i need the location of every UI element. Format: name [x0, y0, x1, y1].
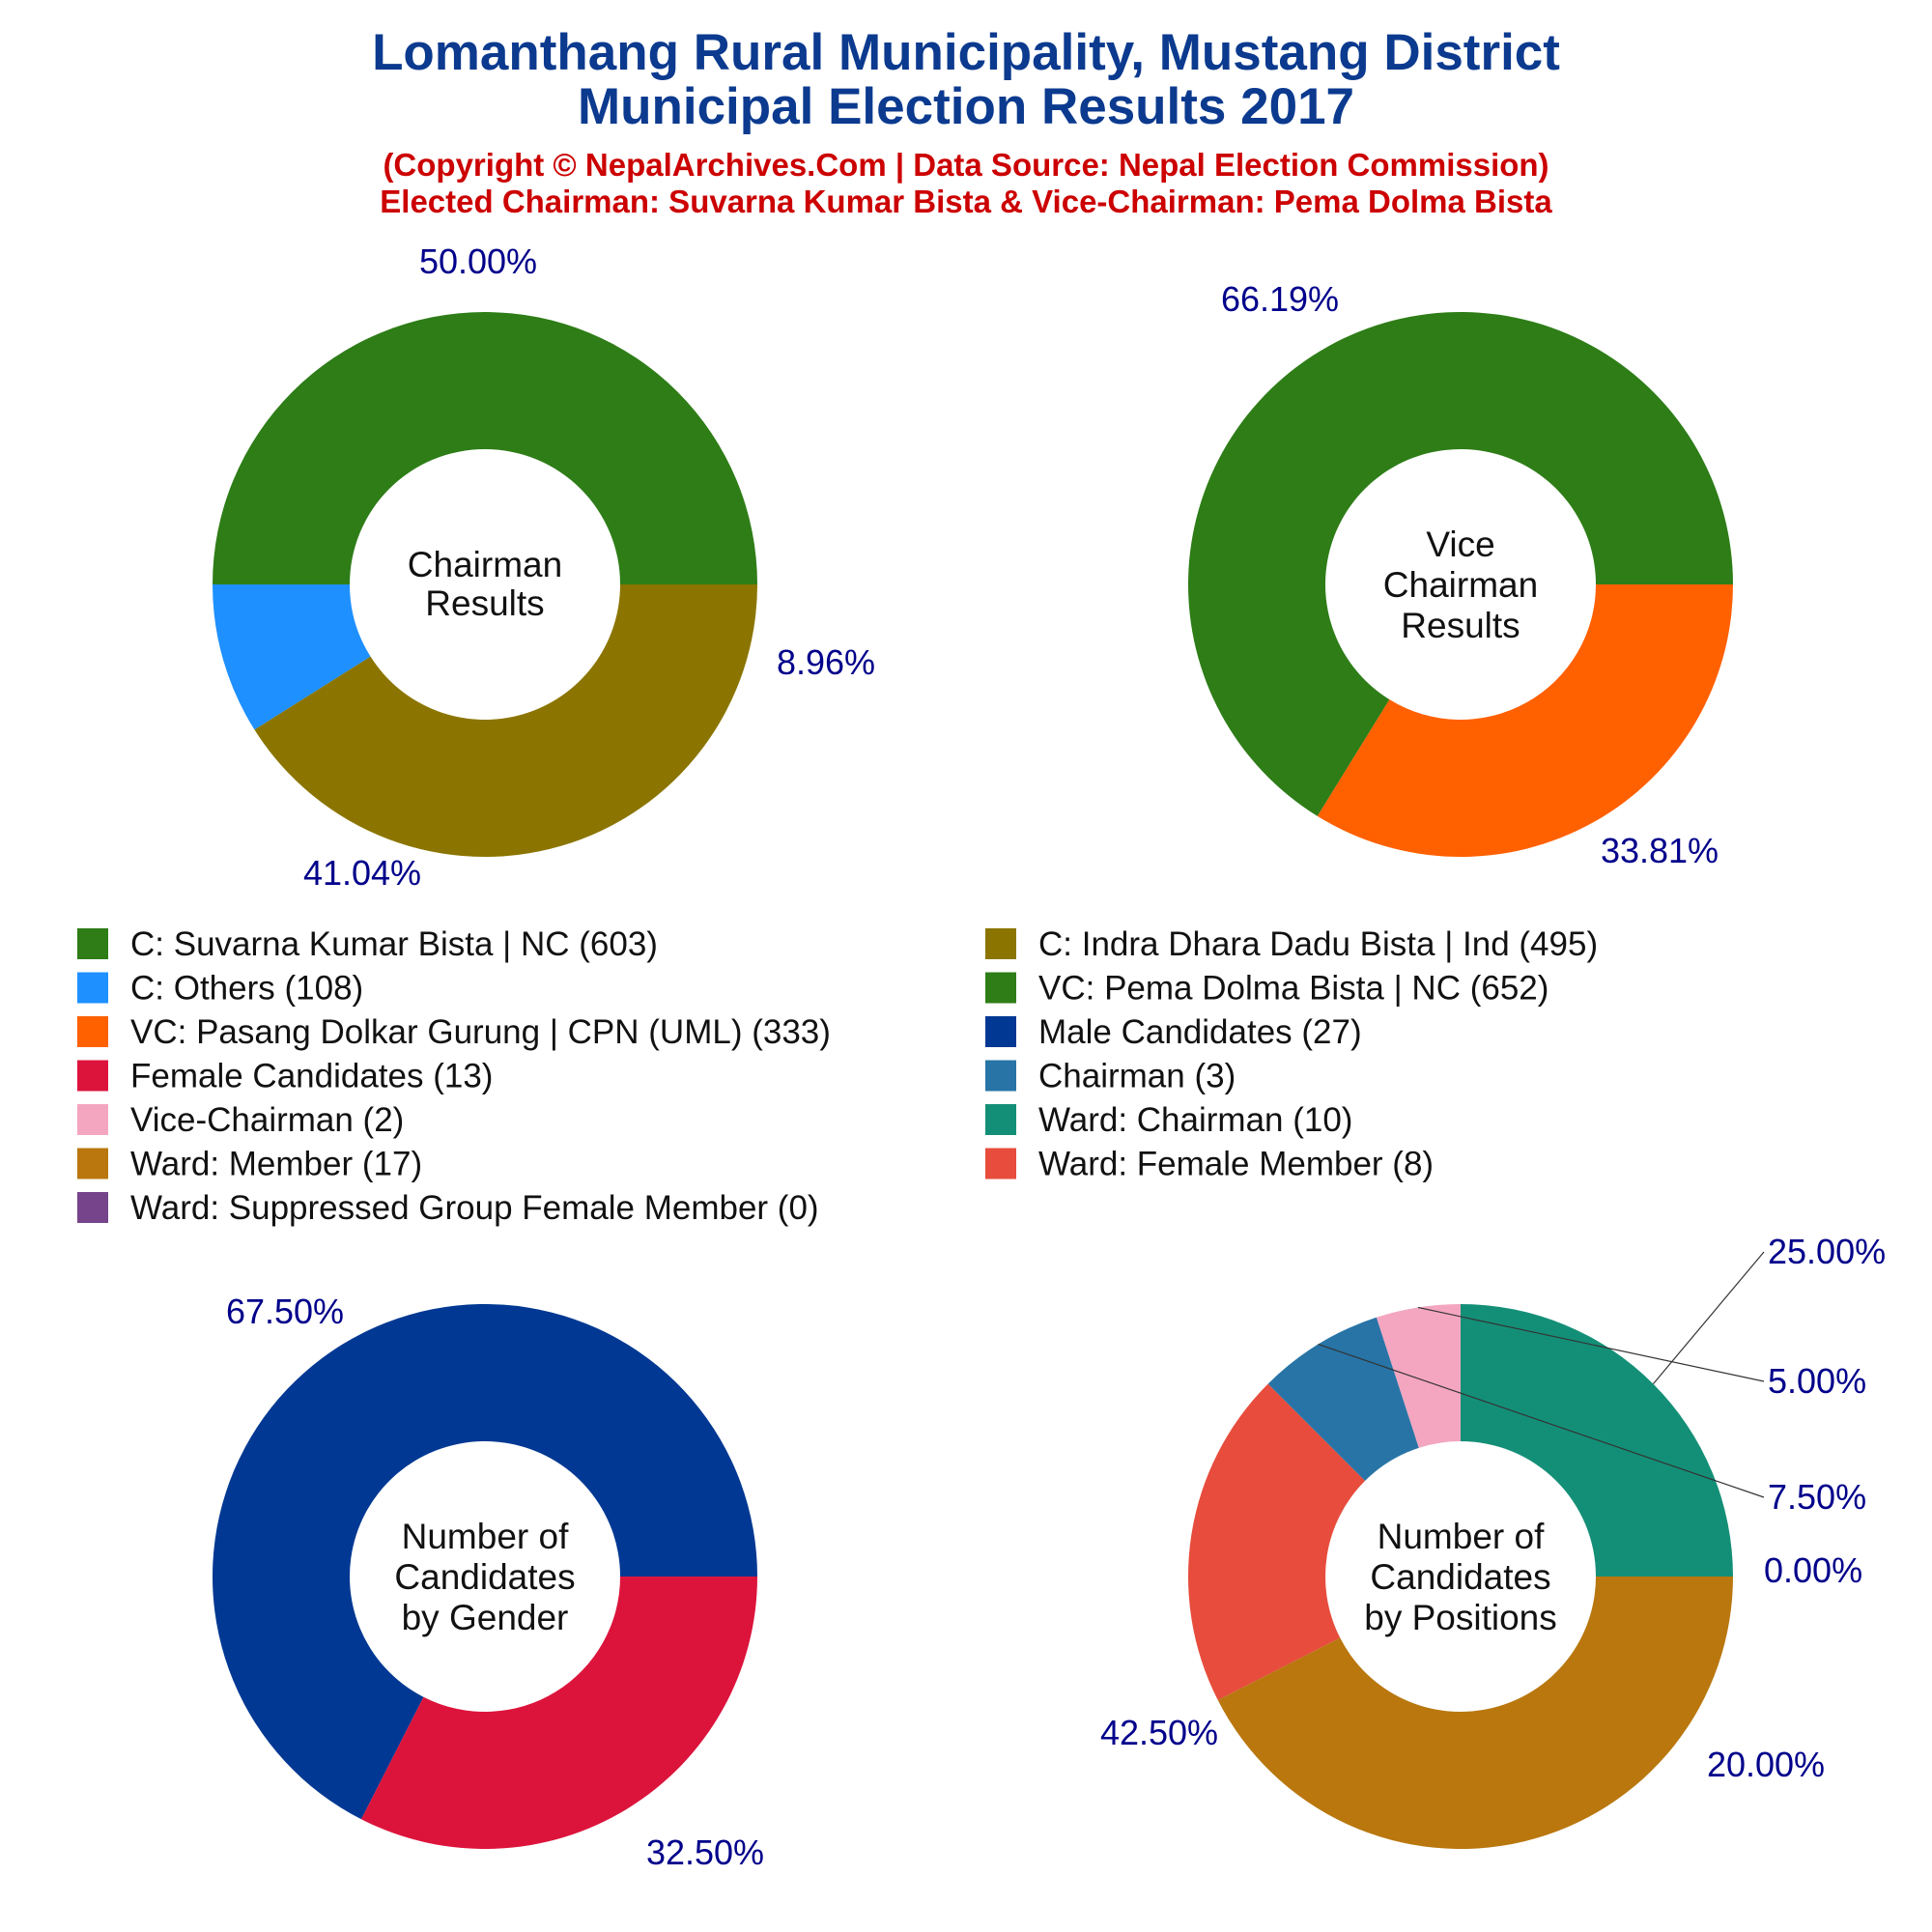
pct-label-male-candidates: 67.50%	[226, 1292, 344, 1331]
pct-label-ward-suppressed-group-female-member: 0.00%	[1764, 1550, 1862, 1590]
center-label-line-2: Results	[425, 583, 544, 623]
slice-vice-chairman	[1376, 1304, 1461, 1448]
center-label-line-3: Results	[1401, 606, 1520, 645]
slice-c-others	[213, 584, 371, 730]
legend-label-vice-chairman-2: Vice-Chairman (2)	[130, 1101, 404, 1139]
leader-line-vice-chairman	[1417, 1306, 1765, 1382]
center-label-line-3: by Gender	[402, 1598, 569, 1637]
pct-label-chairman: 7.50%	[1768, 1477, 1866, 1517]
legend-label-c-indra-dhara-dadu-bista-ind-495: C: Indra Dhara Dadu Bista | Ind (495)	[1038, 925, 1598, 963]
chart-subtitle-line1: (Copyright © NepalArchives.Com | Data So…	[383, 147, 1548, 183]
legend-swatch-male-candidates-27	[985, 1016, 1016, 1047]
pct-label-female-candidates: 32.50%	[646, 1833, 764, 1872]
slice-ward-female-member	[1188, 1383, 1366, 1701]
legend-label-c-others-108: C: Others (108)	[130, 970, 363, 1008]
legend-swatch-ward-member-17	[77, 1148, 108, 1179]
slice-ward-member	[1217, 1577, 1733, 1849]
legend-swatch-vc-pasang-dolkar-gurung-cpn-uml-333	[77, 1016, 108, 1047]
legend-swatch-c-suvarna-kumar-bista-nc-603	[77, 928, 108, 959]
center-label-line-2: Chairman	[1383, 565, 1538, 605]
chart-title-line1: Lomanthang Rural Municipality, Mustang D…	[372, 24, 1560, 81]
slice-vc-pasang-dolkar-gurung-cpn-uml	[1317, 584, 1733, 858]
legend-label-male-candidates-27: Male Candidates (27)	[1038, 1013, 1362, 1051]
center-label-line-1: Vice	[1426, 525, 1494, 564]
legend-label-ward-chairman-10: Ward: Chairman (10)	[1038, 1101, 1352, 1139]
pct-label-c-suvarna-kumar-bista-nc: 50.00%	[419, 242, 537, 281]
center-label-line-1: Number of	[1378, 1517, 1545, 1556]
pct-label-vc-pasang-dolkar-gurung-cpn-uml: 33.81%	[1601, 831, 1719, 870]
slice-c-indra-dhara-dadu-bista-ind	[254, 584, 758, 857]
center-label-line-1: Number of	[402, 1517, 569, 1556]
legend-swatch-c-others-108	[77, 972, 108, 1004]
legend-swatch-female-candidates-13	[77, 1060, 108, 1092]
chart-subtitle-line2: Elected Chairman: Suvarna Kumar Bista & …	[380, 184, 1552, 219]
pct-label-c-indra-dhara-dadu-bista-ind: 41.04%	[303, 853, 421, 893]
slice-female-candidates	[360, 1577, 757, 1849]
center-label-line-2: Candidates	[394, 1557, 575, 1597]
legend-swatch-c-indra-dhara-dadu-bista-ind-495	[985, 928, 1016, 959]
legend-label-ward-suppressed-group-female-member-0: Ward: Suppressed Group Female Member (0)	[130, 1189, 819, 1227]
legend-label-vc-pema-dolma-bista-nc-652: VC: Pema Dolma Bista | NC (652)	[1038, 970, 1548, 1008]
center-label-line-2: Candidates	[1370, 1557, 1550, 1597]
pct-label-ward-chairman: 25.00%	[1768, 1232, 1886, 1271]
center-label-line-1: Chairman	[408, 545, 562, 584]
leader-line-ward-chairman	[1652, 1251, 1765, 1384]
pct-label-ward-member: 42.50%	[1100, 1713, 1218, 1752]
legend-swatch-ward-female-member-8	[985, 1148, 1016, 1179]
legend-swatch-vc-pema-dolma-bista-nc-652	[985, 972, 1016, 1004]
legend-swatch-ward-chairman-10	[985, 1104, 1016, 1135]
candidates-by-positions-donut: 25.00% 5.00% 7.50% 0.00% 20.00% 42.50% Number …	[1100, 1232, 1886, 1849]
center-label-line-3: by Positions	[1364, 1598, 1557, 1637]
legend-swatch-chairman-3	[985, 1060, 1016, 1092]
legend-label-vc-pasang-dolkar-gurung-cpn-uml-333: VC: Pasang Dolkar Gurung | CPN (UML) (33…	[130, 1013, 831, 1051]
legend-label-ward-female-member-8: Ward: Female Member (8)	[1038, 1146, 1434, 1183]
pct-label-vice-chairman: 5.00%	[1768, 1361, 1866, 1401]
pct-label-ward-female-member: 20.00%	[1707, 1745, 1825, 1784]
legend: C: Suvarna Kumar Bista | NC (603) C: Indr…	[77, 925, 1598, 1227]
slice-vc-pema-dolma-bista-nc	[1187, 312, 1733, 816]
leader-line-chairman	[1318, 1343, 1765, 1498]
slice-male-candidates	[212, 1303, 757, 1820]
legend-label-ward-member-17: Ward: Member (17)	[130, 1146, 422, 1183]
legend-label-chairman-3: Chairman (3)	[1038, 1058, 1236, 1095]
slice-chairman	[1267, 1317, 1419, 1482]
pct-label-c-others: 8.96%	[777, 642, 875, 682]
slice-c-suvarna-kumar-bista-nc	[213, 312, 757, 584]
legend-swatch-vice-chairman-2	[77, 1104, 108, 1135]
legend-swatch-ward-suppressed-group-female-member-0	[77, 1192, 108, 1223]
legend-label-c-suvarna-kumar-bista-nc-603: C: Suvarna Kumar Bista | NC (603)	[130, 925, 658, 963]
pct-label-vc-pema-dolma-bista-nc: 66.19%	[1221, 279, 1339, 319]
legend-label-female-candidates-13: Female Candidates (13)	[130, 1058, 493, 1095]
chart-title-line2: Municipal Election Results 2017	[578, 78, 1354, 135]
